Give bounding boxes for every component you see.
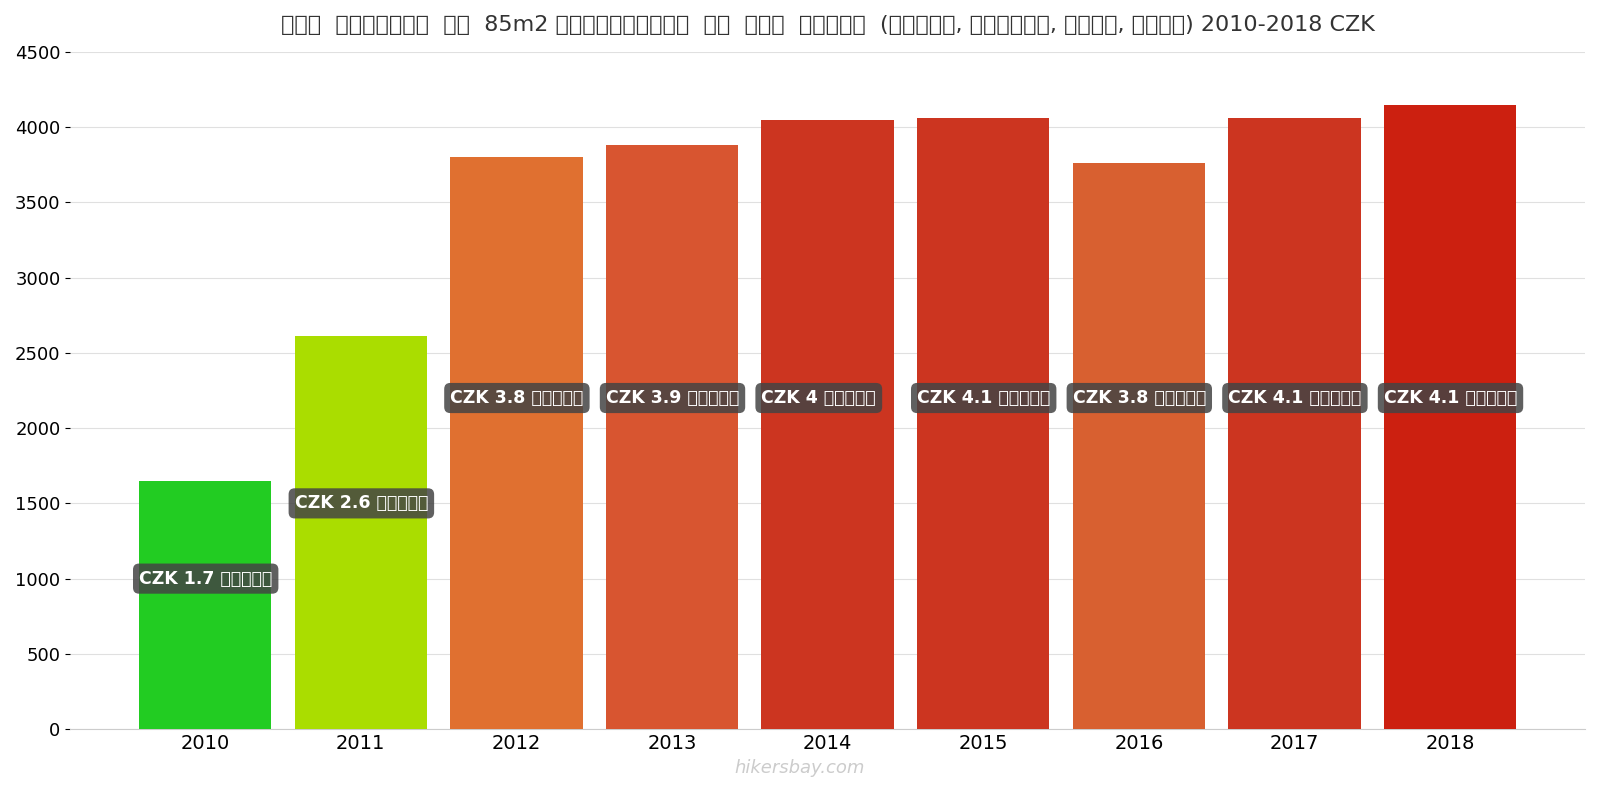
Text: CZK 4.1 हज़ार: CZK 4.1 हज़ार bbox=[917, 389, 1050, 407]
Text: CZK 1.7 हज़ार: CZK 1.7 हज़ार bbox=[139, 570, 272, 588]
Bar bbox=[917, 118, 1050, 729]
Bar bbox=[450, 157, 582, 729]
Text: CZK 4.1 हज़ार: CZK 4.1 हज़ार bbox=[1229, 389, 1362, 407]
Bar bbox=[762, 119, 894, 729]
Text: CZK 3.8 हज़ार: CZK 3.8 हज़ार bbox=[450, 389, 584, 407]
Text: CZK 3.9 हज़ार: CZK 3.9 हज़ार bbox=[606, 389, 739, 407]
Title: चेक  गणराज्य  एक  85m2 अपार्टमेंट  के  लिए  शुल्क  (बिजली, हीटिंग, पानी, कचरा) 2: चेक गणराज्य एक 85m2 अपार्टमेंट के लिए शु… bbox=[280, 15, 1374, 35]
Bar bbox=[1072, 163, 1205, 729]
Text: CZK 4 हज़ार: CZK 4 हज़ार bbox=[762, 389, 877, 407]
Bar bbox=[294, 336, 427, 729]
Text: CZK 3.8 हज़ार: CZK 3.8 हज़ार bbox=[1072, 389, 1206, 407]
Bar bbox=[1229, 118, 1360, 729]
Bar bbox=[606, 145, 738, 729]
Bar bbox=[139, 481, 272, 729]
Text: CZK 4.1 हज़ार: CZK 4.1 हज़ार bbox=[1384, 389, 1517, 407]
Bar bbox=[1384, 105, 1517, 729]
Text: CZK 2.6 हज़ार: CZK 2.6 हज़ार bbox=[294, 494, 429, 512]
Text: hikersbay.com: hikersbay.com bbox=[734, 759, 866, 777]
